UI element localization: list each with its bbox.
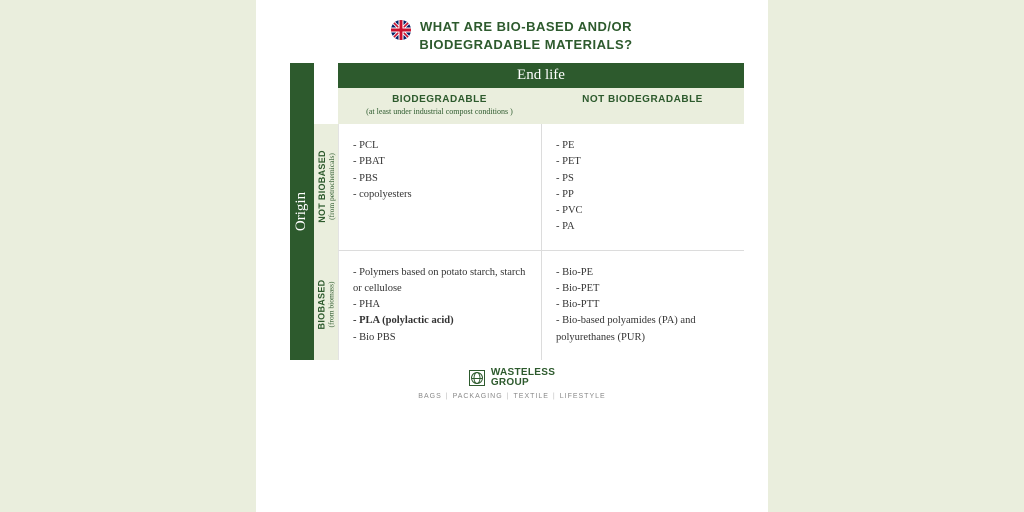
row-label-sub: (from petrochemicals) <box>327 151 336 224</box>
matrix: Origin End life BIODEGRADABLE (at least … <box>290 63 744 360</box>
brand-line-2: GROUP <box>491 378 555 388</box>
brand-logo: WASTELESS GROUP <box>280 368 744 388</box>
axis-top-label: End life <box>517 67 565 83</box>
globe-icon <box>469 370 485 386</box>
axis-top: End life <box>338 63 744 88</box>
axis-left: Origin <box>290 63 314 360</box>
matrix-grid: NOT BIOBASED (from petrochemicals) - PCL… <box>314 124 744 360</box>
col-header-biodegradable: BIODEGRADABLE (at least under industrial… <box>338 88 541 124</box>
row-label-not-biobased: NOT BIOBASED (from petrochemicals) <box>314 124 338 250</box>
col-label: BIODEGRADABLE <box>342 94 537 105</box>
cell-r1c0: - Polymers based on potato starch, starc… <box>338 250 541 360</box>
title-line-2: BIODEGRADABLE MATERIALS? <box>419 36 632 54</box>
infographic-card: WHAT ARE BIO-BASED AND/OR BIODEGRADABLE … <box>256 0 768 512</box>
cell-r1c1: - Bio-PE- Bio-PET- Bio-PTT- Bio-based po… <box>541 250 744 360</box>
title-row: WHAT ARE BIO-BASED AND/OR BIODEGRADABLE … <box>280 18 744 53</box>
cell-r0c0: - PCL- PBAT- PBS- copolyesters <box>338 124 541 250</box>
row-label-main: NOT BIOBASED <box>317 151 327 224</box>
col-sublabel: (at least under industrial compost condi… <box>342 107 537 116</box>
col-header-not-biodegradable: NOT BIODEGRADABLE <box>541 88 744 124</box>
col-label: NOT BIODEGRADABLE <box>545 94 740 105</box>
row-label-sub: (from biomass) <box>327 280 336 330</box>
row-label-biobased: BIOBASED (from biomass) <box>314 250 338 360</box>
cell-r0c1: - PE- PET- PS- PP- PVC- PA <box>541 124 744 250</box>
tagline: BAGS|PACKAGING|TEXTILE|LIFESTYLE <box>280 393 744 400</box>
axis-left-label: Origin <box>294 192 311 231</box>
brand-name: WASTELESS GROUP <box>491 368 555 388</box>
row-label-main: BIOBASED <box>317 280 327 330</box>
title-line-1: WHAT ARE BIO-BASED AND/OR <box>419 18 632 36</box>
column-headers: BIODEGRADABLE (at least under industrial… <box>338 88 744 124</box>
uk-flag-icon <box>391 20 411 40</box>
footer: WASTELESS GROUP BAGS|PACKAGING|TEXTILE|L… <box>280 368 744 400</box>
page-title: WHAT ARE BIO-BASED AND/OR BIODEGRADABLE … <box>419 18 632 53</box>
